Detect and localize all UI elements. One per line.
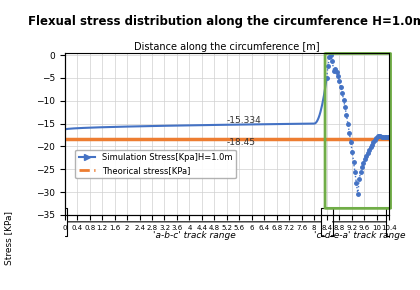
Text: -15.334: -15.334 — [227, 116, 262, 125]
Legend: Simulation Stress[Kpa]H=1.0m, Theorical stress[KPa]: Simulation Stress[Kpa]H=1.0m, Theorical … — [75, 150, 236, 178]
Title: Flexual stress distribution along the circumference H=1.0m: Flexual stress distribution along the ci… — [29, 15, 420, 28]
Text: 'c-d-e-a' track range: 'c-d-e-a' track range — [314, 231, 405, 240]
Text: 'a-b-c' track range: 'a-b-c' track range — [153, 231, 236, 240]
X-axis label: Distance along the circumference [m]: Distance along the circumference [m] — [134, 42, 320, 52]
Text: -18.45: -18.45 — [227, 138, 256, 147]
Text: Stress [KPa]: Stress [KPa] — [4, 211, 13, 265]
